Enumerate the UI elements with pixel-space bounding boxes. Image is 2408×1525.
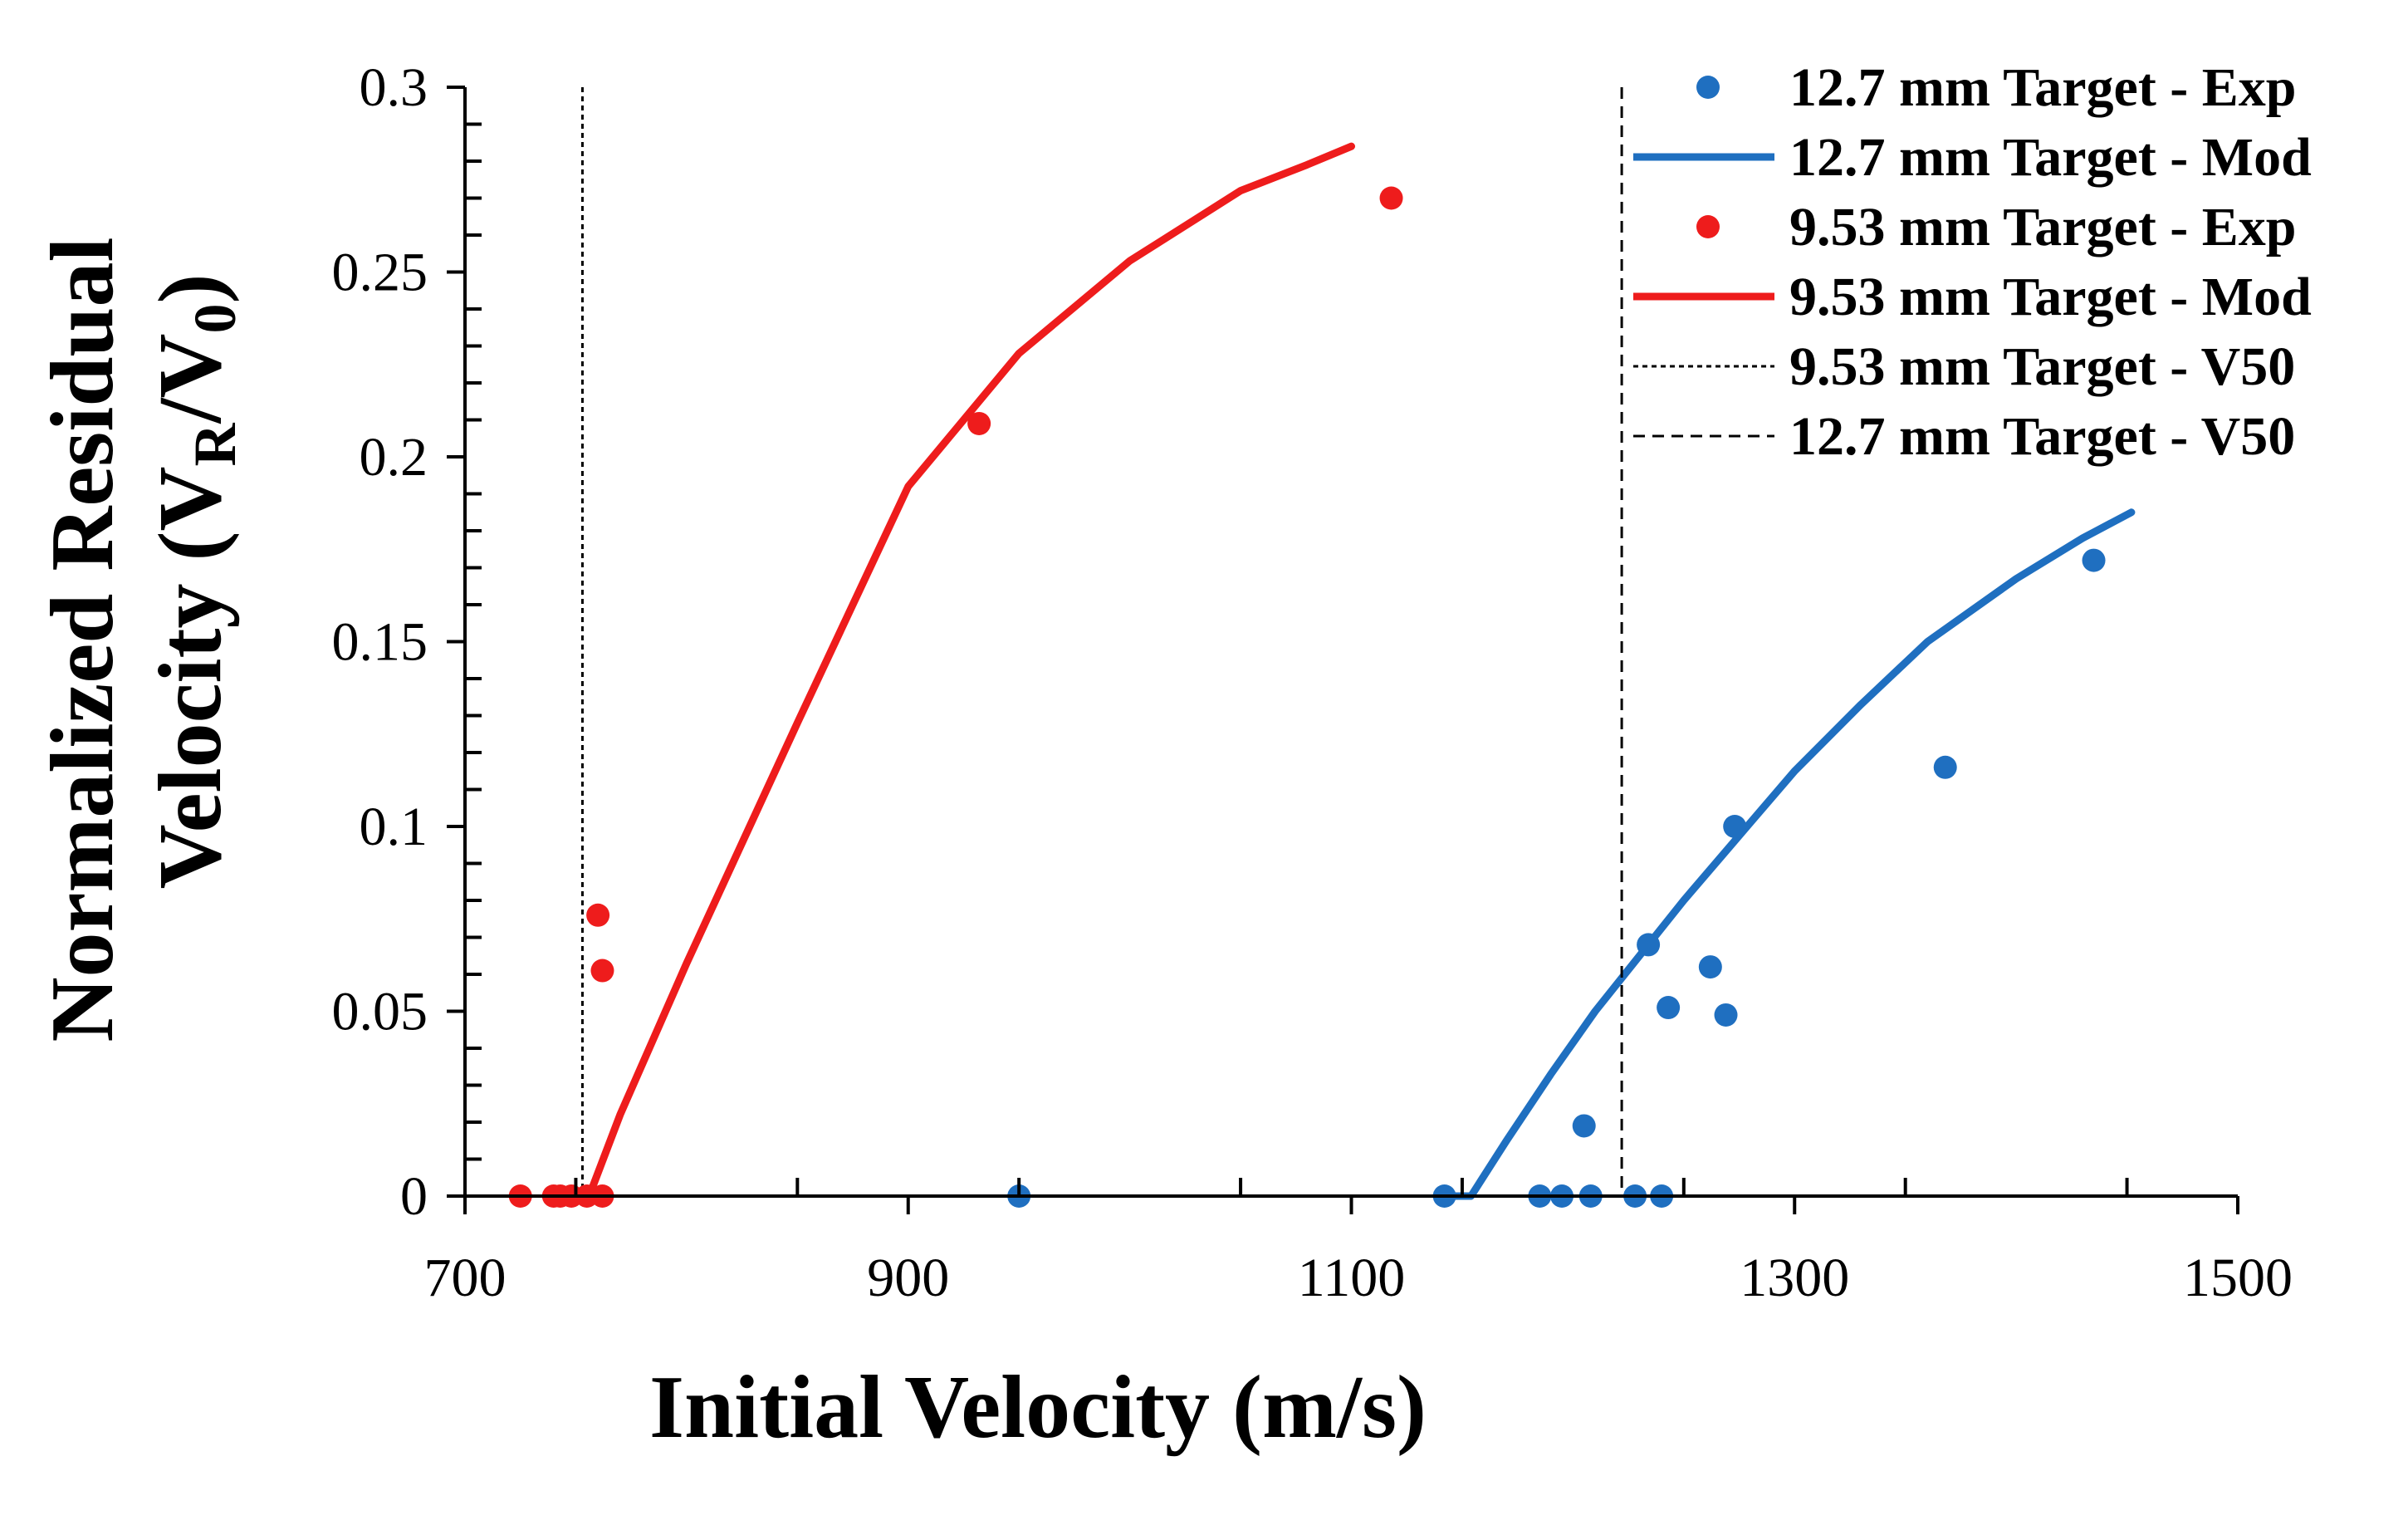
9-53-mm-target-exp-point [586, 903, 610, 927]
y-title-mid: /V [141, 334, 240, 425]
9-53-mm-target-exp-point [590, 959, 614, 983]
y-tick-label: 0.2 [360, 427, 428, 488]
legend-label-12-7-mm-target-v50: 12.7 mm Target - V50 [1789, 406, 2295, 467]
y-tick-label: 0.15 [332, 612, 428, 673]
y-title-prefix: Velocity (V [141, 467, 240, 890]
y-axis-title-line2: Velocity (VR/V0) [141, 274, 248, 890]
y-title-sub-r: R [182, 423, 248, 467]
x-tick-label: 1500 [2183, 1248, 2293, 1308]
9-53-mm-target-mod-curve [576, 142, 1355, 1200]
legend-label-12-7-mm-target-exp: 12.7 mm Target - Exp [1789, 57, 2297, 118]
legend-marker-9-53-mm-target-exp [1696, 215, 1720, 238]
y-title-suffix: ) [141, 274, 240, 304]
x-axis-title: Initial Velocity (m/s) [649, 1358, 1427, 1457]
12-7-mm-target-exp-point [1572, 1114, 1596, 1138]
x-tick-label: 1100 [1298, 1248, 1406, 1308]
tick-labels: 700 900 1100 1300 1500 0 0.05 0.1 0.15 0.2 0.25 0.3 [332, 57, 2293, 1308]
y-tick-label: 0.25 [332, 243, 428, 303]
x-tick-label: 1300 [1740, 1248, 1849, 1308]
legend-label-12-7-mm-target-mod: 12.7 mm Target - Mod [1789, 127, 2312, 188]
x-tick-label: 900 [867, 1248, 949, 1308]
legend-marker-12-7-mm-target-exp [1696, 76, 1720, 99]
y-title-sub-0: 0 [182, 304, 248, 334]
y-tick-label: 0.05 [332, 982, 428, 1042]
12-7-mm-target-exp-point [2082, 548, 2106, 572]
legend-label-9-53-mm-target-v50: 9.53 mm Target - V50 [1789, 336, 2295, 397]
9-53-mm-target-exp-point [967, 411, 991, 435]
y-tick-label: 0 [400, 1166, 428, 1227]
legend: 12.7 mm Target - Exp 12.7 mm Target - Mod… [1633, 57, 2312, 467]
x-tick-label: 700 [424, 1248, 507, 1308]
12-7-mm-target-exp-point [1657, 996, 1681, 1020]
ticks [447, 86, 2239, 1214]
y-axis-title-line1: Normalized Residual [33, 238, 132, 1042]
12-7-mm-target-exp-point [1723, 815, 1747, 838]
12-7-mm-target-exp-point [1714, 1003, 1738, 1027]
legend-label-9-53-mm-target-exp: 9.53 mm Target - Exp [1789, 197, 2297, 257]
9-53-mm-target-exp-point [1379, 186, 1403, 210]
12-7-mm-target-mod-curve [1441, 508, 2136, 1200]
legend-label-9-53-mm-target-mod: 9.53 mm Target - Mod [1789, 267, 2312, 327]
12-7-mm-target-exp-point [1933, 755, 1957, 779]
12-7-mm-target-exp-point [1637, 933, 1661, 957]
y-tick-label: 0.1 [360, 797, 428, 857]
12-7-mm-target-exp-point [1698, 955, 1722, 979]
y-tick-label: 0.3 [360, 57, 428, 118]
